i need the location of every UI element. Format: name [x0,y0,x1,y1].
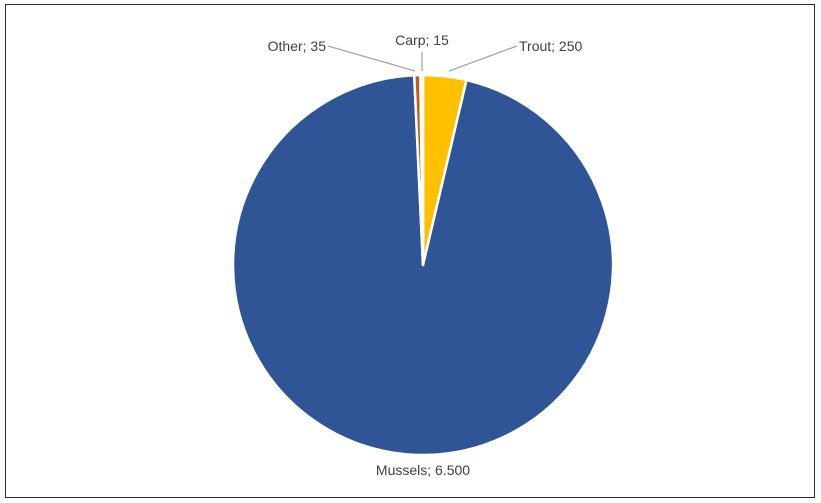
leader-lines [327,45,518,72]
data-label-other: Other; 35 [268,38,327,54]
leader-line-other [327,45,416,72]
data-label-trout: Trout; 250 [519,38,583,54]
leader-line-trout [448,45,518,72]
chart-area: Trout; 250 Mussels; 6.500 Other; 35 Carp; 1… [5,4,815,498]
pie-slice-carp [419,73,425,267]
pie-slices [231,73,615,457]
pie-chart: Trout; 250 Mussels; 6.500 Other; 35 Carp; 1… [231,32,615,478]
data-label-carp: Carp; 15 [395,32,449,48]
data-label-mussels: Mussels; 6.500 [376,462,470,478]
data-labels: Trout; 250 Mussels; 6.500 Other; 35 Carp; 1… [268,32,583,478]
